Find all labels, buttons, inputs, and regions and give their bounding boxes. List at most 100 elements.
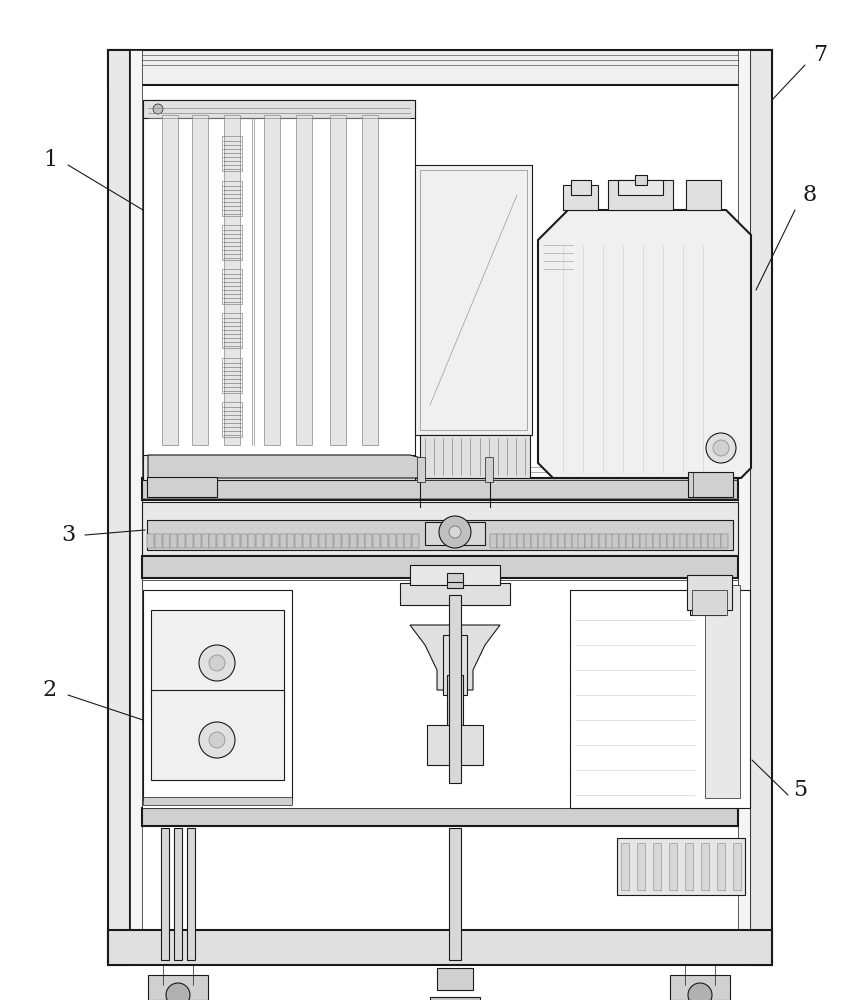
Bar [714,534,722,548]
Bar [248,534,256,548]
Bar [147,520,733,550]
Ellipse shape [159,134,181,169]
Ellipse shape [359,267,381,302]
Bar [349,534,357,548]
Bar [685,843,693,890]
Bar [143,100,415,460]
Bar [295,534,302,548]
Bar [427,725,483,765]
Bar [420,435,530,478]
Ellipse shape [189,400,211,435]
Bar [143,455,415,480]
Bar [178,534,185,548]
Bar [447,675,463,755]
Bar [192,115,208,445]
Circle shape [166,983,190,1000]
Ellipse shape [327,311,349,346]
Bar [485,457,493,482]
Ellipse shape [261,311,283,346]
Ellipse shape [189,311,211,346]
Bar [151,690,284,780]
Polygon shape [538,210,751,478]
Ellipse shape [359,179,381,214]
Ellipse shape [327,400,349,435]
Bar [640,534,647,548]
Bar [722,534,728,548]
Bar [233,534,240,548]
Ellipse shape [327,267,349,302]
Ellipse shape [293,356,315,391]
Bar [497,534,504,548]
Bar [318,534,326,548]
Bar [669,843,677,890]
Bar [647,534,653,548]
Ellipse shape [261,223,283,258]
Bar [690,593,725,615]
Bar [296,115,312,445]
Bar [108,50,130,965]
Bar [170,534,177,548]
Ellipse shape [293,179,315,214]
Bar [147,534,154,548]
Bar [147,477,217,497]
Bar [618,180,663,195]
Bar [626,534,633,548]
Bar [143,100,415,118]
Bar [688,472,733,497]
Bar [161,828,169,960]
Bar [680,534,687,548]
Bar [342,534,349,548]
Ellipse shape [293,134,315,169]
Bar [194,534,201,548]
Bar [142,556,738,578]
Ellipse shape [327,223,349,258]
Bar [598,534,606,548]
Bar [404,534,411,548]
Bar [209,534,216,548]
Bar [225,534,232,548]
Bar [381,534,388,548]
Ellipse shape [293,311,315,346]
Bar [674,534,680,548]
Bar [410,565,500,585]
Bar [327,534,333,548]
Bar [222,358,242,393]
Bar [311,534,318,548]
Bar [162,115,178,445]
Bar [670,975,730,1000]
Bar [694,534,701,548]
Bar [733,843,741,890]
Ellipse shape [359,400,381,435]
Bar [142,580,738,808]
Bar [517,534,524,548]
Bar [717,843,725,890]
Ellipse shape [293,223,315,258]
Ellipse shape [359,356,381,391]
Bar [108,930,772,965]
Text: 2: 2 [43,679,57,701]
Bar [563,185,598,210]
Bar [531,534,538,548]
Bar [143,797,292,805]
Bar [288,534,295,548]
Bar [551,534,558,548]
Bar [224,115,240,445]
Ellipse shape [293,400,315,435]
Bar [217,534,225,548]
Ellipse shape [293,267,315,302]
Bar [130,50,142,965]
Ellipse shape [327,134,349,169]
Bar [511,534,517,548]
Circle shape [706,433,736,463]
Bar [430,997,480,1000]
Bar [222,402,242,437]
Ellipse shape [261,179,283,214]
Ellipse shape [189,356,211,391]
Ellipse shape [189,179,211,214]
Ellipse shape [189,267,211,302]
Ellipse shape [261,267,283,302]
Bar [592,534,599,548]
Bar [660,534,667,548]
Text: 3: 3 [61,524,75,546]
Circle shape [209,655,225,671]
